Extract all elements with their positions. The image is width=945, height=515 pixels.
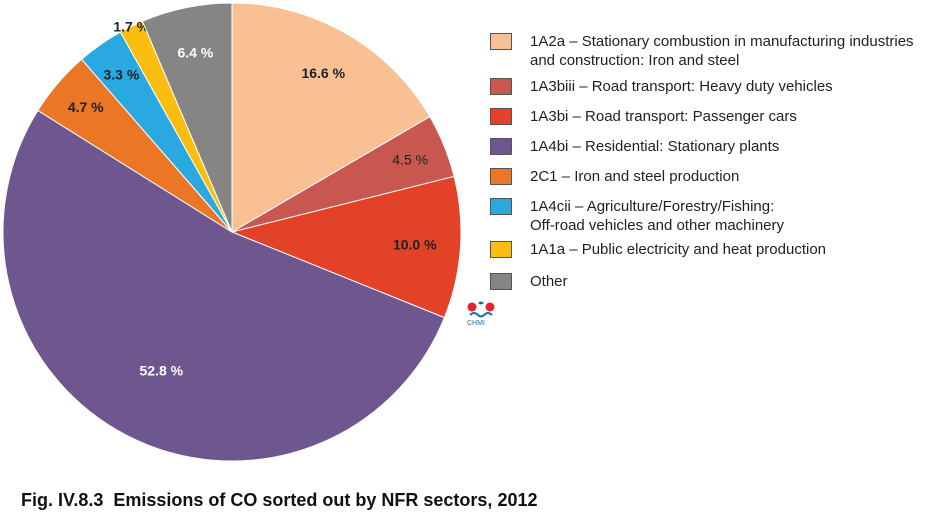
legend-label-6: 1A1a – Public electricity and heat produ… <box>530 241 827 258</box>
slice-label-5: 3.3 % <box>103 67 139 83</box>
legend-item-7: Other <box>490 272 568 291</box>
legend-item-5: 1A4cii – Agriculture/Forestry/Fishing: O… <box>490 197 784 235</box>
legend-item-6: 1A1a – Public electricity and heat produ… <box>490 240 826 259</box>
logo-text: CHMI <box>467 320 485 327</box>
slice-label-2: 10.0 % <box>393 237 437 253</box>
figure-caption: Fig. IV.8.3 Emissions of CO sorted out b… <box>21 490 538 510</box>
legend-swatch-0 <box>490 33 512 50</box>
legend-swatch-7 <box>490 273 512 290</box>
pie-slice-3 <box>2 109 446 462</box>
legend-swatch-5 <box>490 198 512 215</box>
legend-label-3: 1A4bi – Residential: Stationary plants <box>530 138 780 155</box>
legend-label-5: 1A4cii – Agriculture/Forestry/Fishing: O… <box>530 198 785 234</box>
legend-label-0: 1A2a – Stationary combustion in manufact… <box>530 33 914 69</box>
slice-label-7: 6.4 % <box>178 44 214 60</box>
slice-label-6: 1.7 % <box>113 18 149 34</box>
legend-item-0: 1A2a – Stationary combustion in manufact… <box>490 32 914 70</box>
pie-slice-2 <box>230 175 462 319</box>
legend-swatch-1 <box>490 78 512 95</box>
legend-swatch-3 <box>490 138 512 155</box>
legend-label-7: Other <box>530 273 568 290</box>
slice-label-4: 4.7 % <box>68 99 104 115</box>
legend-item-2: 1A3bi – Road transport: Passenger cars <box>490 107 797 126</box>
legend-label-4: 2C1 – Iron and steel production <box>530 168 740 185</box>
slice-label-3: 52.8 % <box>140 363 184 379</box>
legend-item-3: 1A4bi – Residential: Stationary plants <box>490 137 779 156</box>
legend-swatch-4 <box>490 168 512 185</box>
slice-label-0: 16.6 % <box>301 65 345 81</box>
legend-label-1: 1A3biii – Road transport: Heavy duty veh… <box>530 78 833 95</box>
pie-chart: 16.6 % 4.5 % 10.0 % 52.8 % 4.7 % 3.3 % 1.7 % 6.… <box>2 2 462 462</box>
slice-label-1: 4.5 % <box>392 152 428 168</box>
legend-item-1: 1A3biii – Road transport: Heavy duty veh… <box>490 77 833 96</box>
legend-swatch-6 <box>490 241 512 258</box>
legend-swatch-2 <box>490 108 512 125</box>
legend-label-2: 1A3bi – Road transport: Passenger cars <box>530 108 797 125</box>
legend-item-4: 2C1 – Iron and steel production <box>490 167 739 186</box>
pie-slice-0 <box>231 2 431 233</box>
pie-slice-7 <box>141 2 233 233</box>
chmi-logo-icon <box>463 300 499 332</box>
